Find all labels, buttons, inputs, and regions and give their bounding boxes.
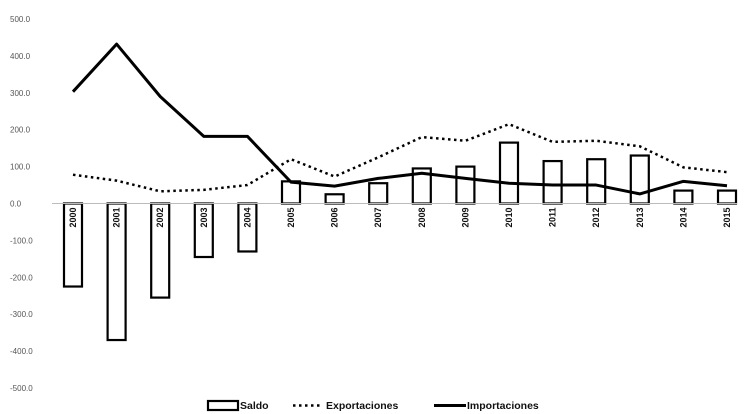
x-category-label: 2004 (242, 208, 252, 228)
legend-label-saldo: Saldo (240, 400, 269, 412)
legend-label-exportaciones: Exportaciones (326, 400, 399, 412)
x-category-label: 2002 (155, 208, 165, 228)
y-tick-label: 400.0 (10, 52, 31, 61)
bar-saldo (716, 189, 738, 205)
y-tick-label: 200.0 (10, 126, 31, 135)
x-category-label: 2012 (591, 208, 601, 228)
bar-saldo (368, 182, 389, 205)
x-category-label: 2010 (504, 208, 514, 228)
bar-saldo (586, 158, 607, 205)
y-tick-label: 500.0 (10, 15, 31, 24)
bar-saldo (629, 154, 650, 205)
y-tick-label: 100.0 (10, 163, 31, 172)
y-tick-label: 0.0 (10, 200, 22, 209)
legend-label-importaciones: Importaciones (467, 400, 539, 412)
legend: Saldo Exportaciones Importaciones (206, 399, 539, 412)
x-category-labels: 2000 2001 2002 2003 2004 2005 2006 2007 2008 2009… (68, 208, 732, 228)
x-category-label: 2001 (112, 208, 122, 228)
bar-saldo (280, 180, 302, 205)
bar-saldo (673, 189, 694, 205)
bar-saldo (455, 165, 476, 205)
x-category-label: 2000 (68, 208, 78, 228)
x-category-label: 2005 (286, 208, 296, 228)
x-category-label: 2015 (722, 208, 732, 228)
x-category-label: 2009 (460, 208, 470, 228)
y-tick-label: -500.0 (10, 384, 33, 393)
line-exportaciones (72, 122, 728, 193)
x-category-label: 2011 (548, 208, 558, 228)
x-category-label: 2014 (678, 208, 688, 228)
x-category-label: 2003 (199, 208, 209, 228)
x-category-label: 2013 (635, 208, 645, 228)
y-tick-label: -200.0 (10, 273, 33, 282)
saldo-bars (62, 141, 738, 342)
bar-saldo (498, 141, 520, 205)
y-axis: 500.0 400.0 300.0 200.0 100.0 0.0 -100.0 -200.0… (10, 15, 33, 393)
y-tick-label: -300.0 (10, 310, 33, 319)
legend-swatch-saldo (206, 399, 240, 412)
x-category-label: 2007 (373, 208, 383, 228)
x-category-label: 2006 (330, 208, 340, 228)
line-importaciones (71, 42, 728, 196)
y-tick-label: -400.0 (10, 347, 33, 356)
bar-saldo (542, 159, 563, 205)
series-lines (71, 42, 728, 196)
x-category-label: 2008 (417, 208, 427, 228)
y-tick-label: -100.0 (10, 236, 33, 245)
bar-saldo (324, 193, 345, 205)
y-tick-label: 300.0 (10, 89, 31, 98)
